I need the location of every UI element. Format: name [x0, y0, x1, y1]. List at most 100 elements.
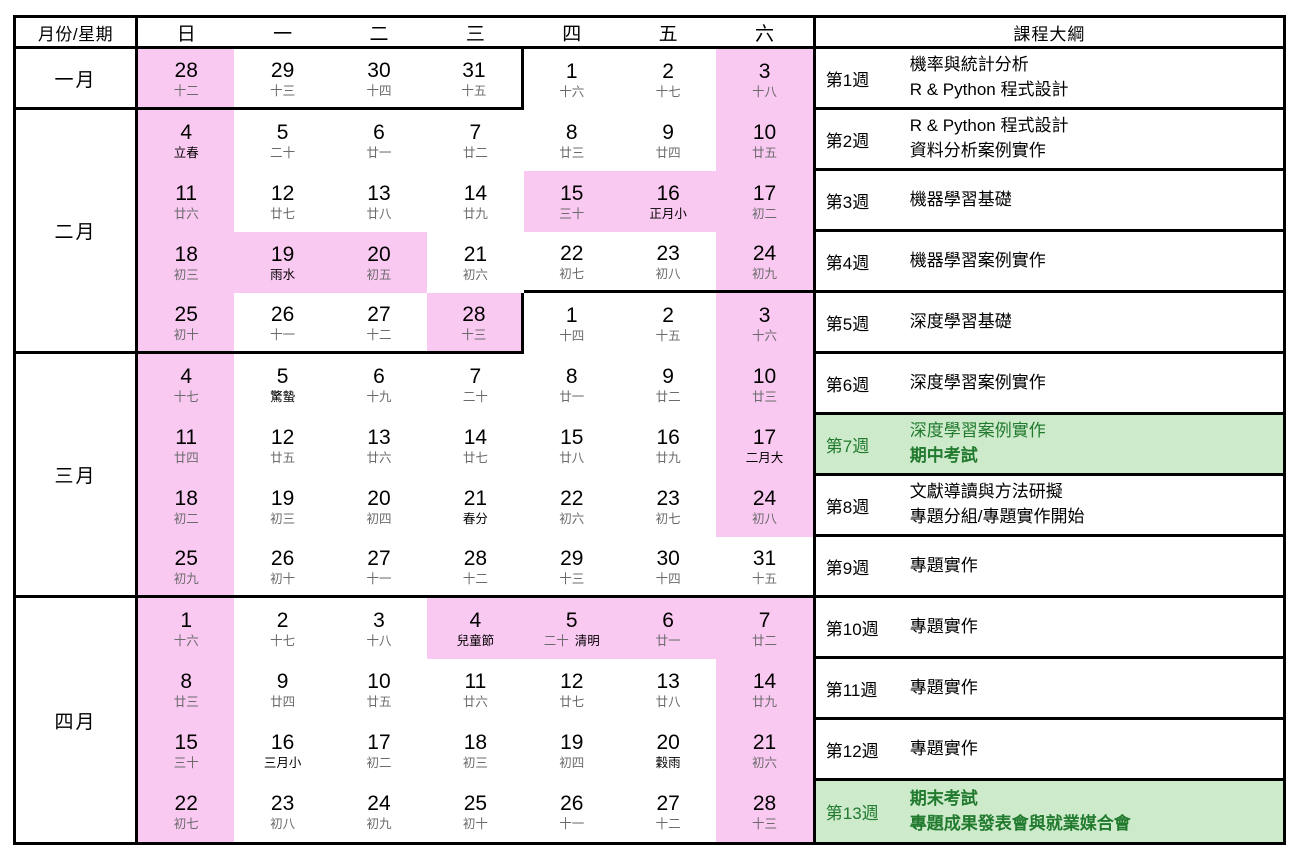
lunar-label: 廿五	[752, 146, 778, 161]
day-cell: 6 廿一	[331, 110, 427, 171]
lunar-label: 廿二	[462, 146, 488, 161]
day-number: 10	[752, 365, 777, 389]
day-number: 24	[752, 241, 777, 265]
day-cell: 20 初五	[330, 232, 428, 293]
day-cell: 25 初十	[427, 781, 523, 842]
day-cell: 19 初三	[234, 476, 330, 537]
day-number: 9	[276, 670, 289, 694]
corner-header: 月份/星期	[16, 18, 138, 49]
course-line: 資料分析案例實作	[909, 141, 1046, 160]
lunar-label: 十五	[461, 83, 487, 98]
lunar-label: 初四	[559, 756, 585, 771]
lunar-label: 十六	[752, 329, 778, 344]
week-label: 第4週	[825, 253, 870, 273]
lunar-label: 初六	[559, 512, 585, 527]
day-number: 20	[367, 243, 391, 267]
day-number: 8	[565, 121, 578, 145]
lunar-label: 初九	[173, 571, 199, 586]
weekday-header: 一	[234, 18, 331, 49]
lunar-label: 初三	[173, 268, 199, 283]
lunar-label: 初七	[655, 512, 681, 527]
week-row: 第8週 文獻導讀與方法研擬 專題分組/專題實作開始	[812, 476, 1283, 537]
day-number: 27	[367, 546, 391, 570]
day-number: 29	[270, 58, 295, 82]
lunar-label: 十四	[655, 571, 681, 586]
month-label: 一月	[16, 49, 138, 110]
day-number: 30	[367, 58, 391, 82]
day-number: 23	[656, 241, 680, 265]
day-number: 18	[463, 731, 488, 755]
lunar-label: 初九	[366, 817, 392, 832]
lunar-label: 廿九	[462, 207, 488, 222]
lunar-label: 廿八	[366, 207, 392, 222]
solar-term-label: 清明	[574, 634, 600, 649]
lunar-label: 初七	[173, 817, 199, 832]
day-cell: 7 廿二	[427, 110, 523, 171]
day-cell: 16 廿九	[620, 415, 716, 476]
day-number: 2	[662, 60, 674, 84]
course-line: 機率與統計分析	[909, 55, 1029, 75]
day-number: 14	[752, 670, 777, 694]
course-line: 專題實作	[909, 738, 978, 758]
lunar-label: 十一	[366, 571, 392, 586]
week-label: 第11週	[825, 680, 878, 700]
day-cell: 2 十七	[234, 598, 330, 659]
day-number: 20	[656, 731, 680, 755]
day-number: 27	[656, 792, 680, 816]
week-row: 第11週 專題實作	[812, 659, 1283, 720]
day-number: 27	[367, 302, 391, 326]
week-courses: R & Python 程式設計 資料分析案例實作	[910, 114, 1283, 163]
day-number: 3	[758, 60, 771, 84]
course-line: 專題實作	[909, 677, 978, 697]
day-number: 25	[463, 792, 488, 816]
week-label: 第8週	[825, 497, 870, 517]
day-number: 2	[662, 304, 674, 328]
day-cell: 1 十六	[524, 49, 620, 110]
day-number: 24	[752, 487, 777, 511]
day-number: 16	[656, 426, 680, 450]
day-number: 11	[464, 670, 487, 694]
month-label: 二月	[16, 110, 138, 354]
week-row: 第7週 深度學習案例實作 期中考試	[812, 415, 1283, 476]
day-cell: 18 初二	[138, 476, 235, 537]
week-courses: 專題實作	[910, 737, 1283, 762]
day-cell: 9 廿四	[620, 110, 716, 171]
day-cell: 30 十四	[619, 537, 717, 598]
weekday-header: 二	[330, 18, 428, 49]
lunar-label: 初二	[173, 512, 199, 527]
day-cell: 19 雨水	[234, 232, 331, 293]
day-number: 26	[560, 792, 584, 816]
day-number: 9	[662, 121, 674, 145]
lunar-label: 穀雨	[655, 756, 681, 771]
day-cell: 8 廿三	[138, 659, 235, 720]
week-label: 第10週	[825, 619, 879, 639]
day-cell: 8 廿三	[524, 110, 620, 171]
day-number: 18	[174, 243, 198, 267]
day-number: 7	[758, 609, 771, 633]
lunar-label: 初八	[655, 266, 681, 281]
lunar-label: 廿八	[655, 695, 681, 710]
day-number: 19	[560, 731, 584, 755]
lunar-label: 十五	[752, 571, 778, 586]
week-label: 第13週	[825, 804, 879, 823]
lunar-label: 十五	[655, 329, 681, 344]
week-row: 第6週 深度學習案例實作	[812, 354, 1283, 415]
day-cell: 1 十四	[524, 293, 620, 354]
lunar-label: 十二	[366, 327, 392, 342]
day-number: 5	[276, 365, 289, 389]
lunar-label: 三月小	[263, 756, 302, 771]
day-cell: 11 廿四	[138, 415, 235, 476]
day-number: 31	[462, 58, 486, 82]
day-cell: 28 十三	[716, 781, 813, 842]
day-cell: 9 廿四	[234, 659, 330, 720]
lunar-label: 十六	[559, 85, 585, 100]
day-cell: 10 廿五	[331, 659, 427, 720]
lunar-label: 初三	[462, 756, 488, 771]
lunar-label: 初六	[752, 756, 778, 771]
week-courses: 專題實作	[910, 615, 1283, 640]
lunar-label: 廿一	[559, 390, 585, 405]
day-number: 28	[174, 58, 198, 82]
day-number: 23	[270, 792, 295, 816]
day-cell: 3 十八	[331, 598, 427, 659]
